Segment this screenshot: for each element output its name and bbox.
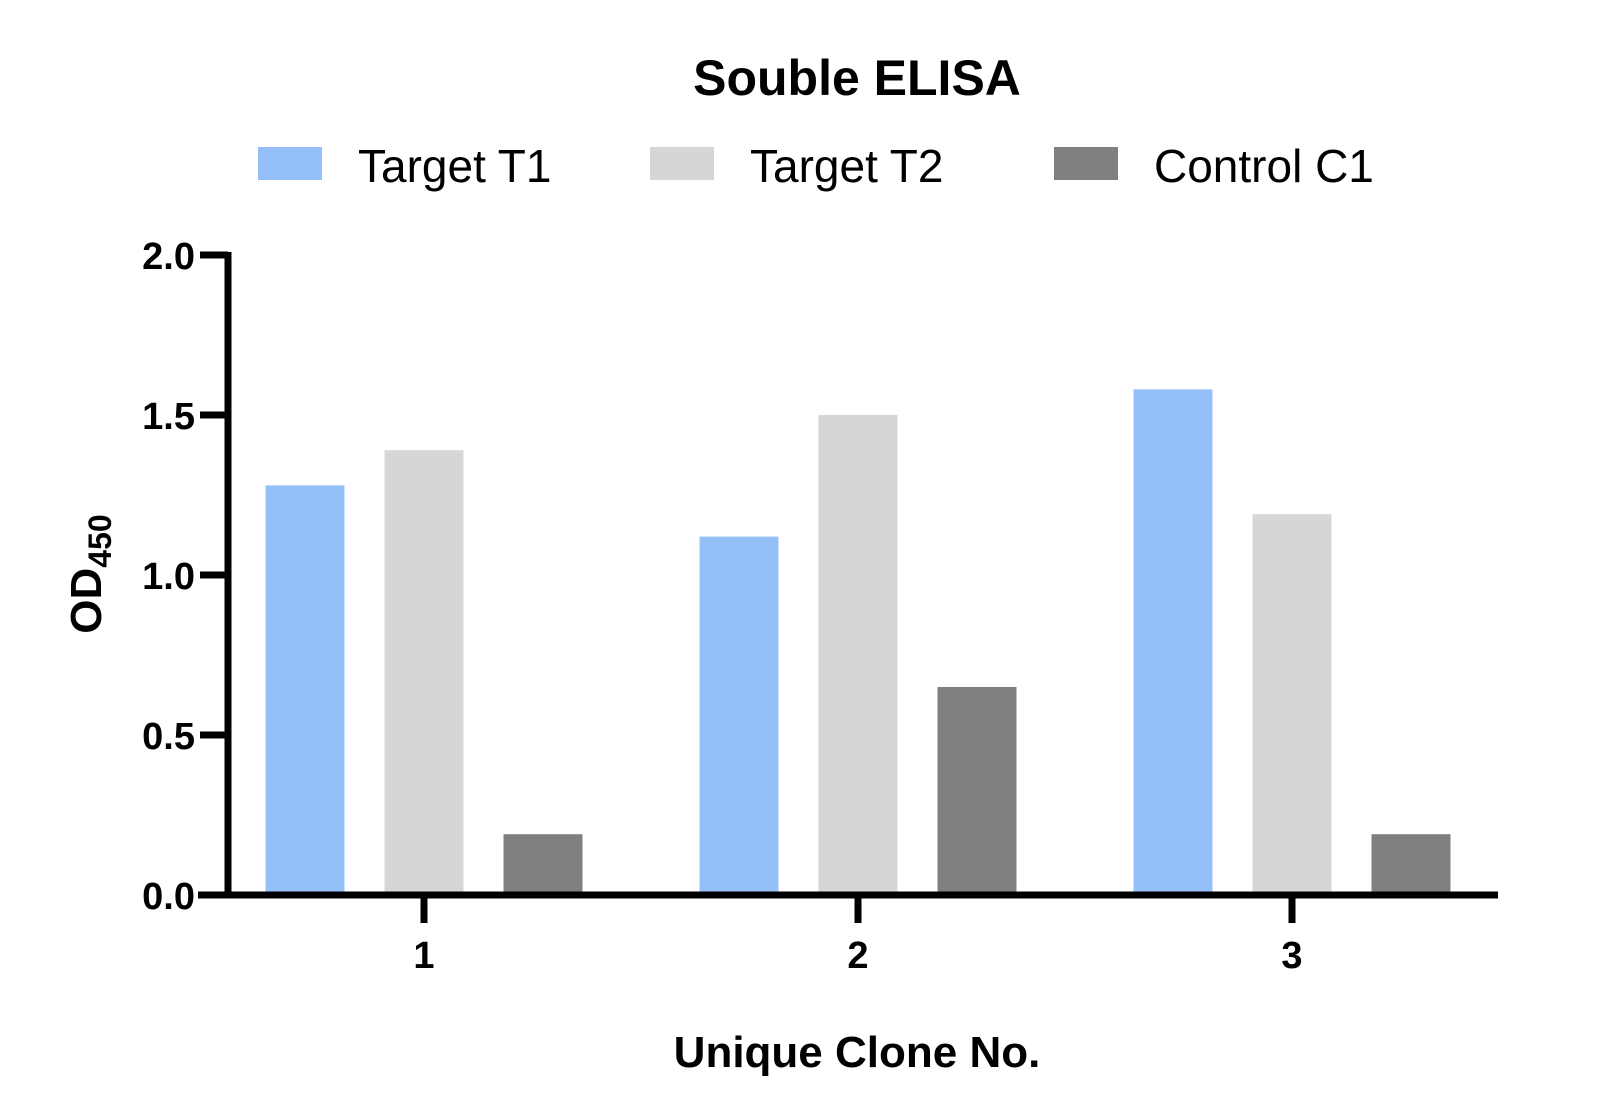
x-axis: 1 2 3 xyxy=(198,891,1498,977)
y-axis-label: OD450 xyxy=(62,514,118,633)
bars xyxy=(265,389,1451,895)
x-axis-label: Unique Clone No. xyxy=(674,1028,1041,1077)
bar-target-t1-clone-3 xyxy=(1133,389,1213,895)
x-tick-label: 2 xyxy=(847,935,868,977)
y-tick-label: 2.0 xyxy=(142,236,195,278)
bar-control-c1-clone-3 xyxy=(1371,834,1451,895)
legend-label-2: Target T2 xyxy=(750,140,943,192)
bar-control-c1-clone-2 xyxy=(937,687,1017,895)
y-tick-label: 1.5 xyxy=(142,396,195,438)
legend-swatch-3 xyxy=(1054,147,1118,180)
bar-target-t2-clone-2 xyxy=(818,415,898,895)
bar-target-t2-clone-3 xyxy=(1252,514,1332,895)
bar-target-t1-clone-2 xyxy=(699,536,779,895)
chart-title: Souble ELISA xyxy=(693,50,1021,106)
legend-swatch-1 xyxy=(258,147,322,180)
legend-label-3: Control C1 xyxy=(1154,140,1374,192)
y-axis-label-main: OD xyxy=(62,568,111,634)
bar-control-c1-clone-1 xyxy=(503,834,583,895)
x-tick-label: 3 xyxy=(1281,935,1302,977)
y-tick-label: 0.5 xyxy=(142,716,195,758)
legend-swatch-2 xyxy=(650,147,714,180)
y-tick-label: 1.0 xyxy=(142,556,195,598)
legend-label-1: Target T1 xyxy=(358,140,551,192)
y-tick-label: 0.0 xyxy=(142,876,195,918)
y-axis: 0.0 0.5 1.0 1.5 2.0 xyxy=(142,236,232,918)
legend: Target T1 Target T2 Control C1 xyxy=(258,140,1374,192)
x-tick-label: 1 xyxy=(413,935,434,977)
y-axis-label-subscript: 450 xyxy=(82,514,118,567)
bar-target-t1-clone-1 xyxy=(265,485,345,895)
bar-target-t2-clone-1 xyxy=(384,450,464,895)
